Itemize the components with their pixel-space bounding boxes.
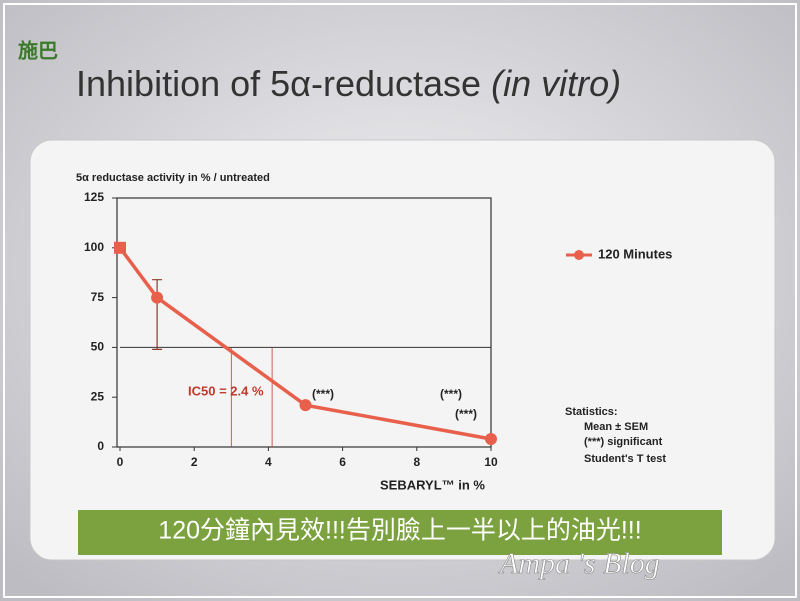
point <box>114 241 126 254</box>
stats-line: (***) significant <box>584 436 663 448</box>
y-tick-label: 125 <box>84 190 104 204</box>
series-line <box>118 246 492 441</box>
point <box>299 399 312 412</box>
y-axis-label: 5α reductase activity in % / untreated <box>76 172 270 184</box>
annotation: (***) <box>440 387 462 401</box>
x-tick-label: 4 <box>265 455 272 469</box>
y-tick-label: 50 <box>91 340 105 354</box>
panel <box>29 139 776 561</box>
stats-line: Mean ± SEM <box>584 421 648 433</box>
logo: 施巴 <box>18 38 58 62</box>
point <box>151 291 164 304</box>
stats-line: Student's T test <box>584 453 666 465</box>
watermark: Ampa 's Blog <box>498 547 660 580</box>
plot-frame <box>116 197 492 448</box>
x-tick-label: 6 <box>339 455 346 469</box>
x-tick-label: 0 <box>117 455 124 469</box>
banner-text: 120分鐘內見效!!!告別臉上一半以上的油光!!! <box>158 517 641 545</box>
point <box>485 433 497 446</box>
annotation: (***) <box>455 407 477 421</box>
error-bar <box>152 279 163 350</box>
frame <box>3 3 797 598</box>
x-tick-label: 2 <box>191 455 198 469</box>
slide-title: Inhibition of 5α-reductase (in vitro) <box>76 63 621 104</box>
stats-line: Statistics: <box>565 406 618 418</box>
banner <box>78 510 722 555</box>
y-tick-label: 25 <box>91 389 105 403</box>
legend-label: 120 Minutes <box>598 246 672 261</box>
ic50-label: IC50 = 2.4 % <box>188 383 264 398</box>
y-tick-label: 100 <box>84 240 104 254</box>
legend-marker <box>574 250 584 260</box>
y-tick-label: 75 <box>91 290 105 304</box>
y-tick-label: 0 <box>97 439 104 453</box>
x-axis-label: SEBARYL™ in % <box>380 477 485 492</box>
x-tick-label: 10 <box>484 455 498 469</box>
x-tick-label: 8 <box>413 455 420 469</box>
annotation: (***) <box>312 387 334 401</box>
